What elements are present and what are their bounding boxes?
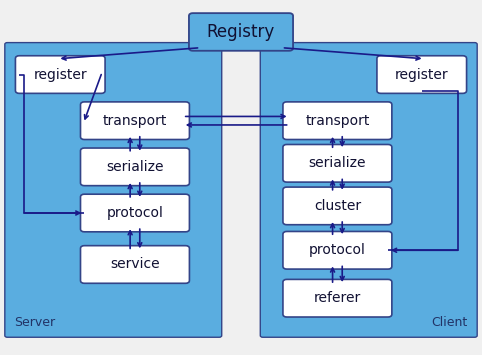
Text: Registry: Registry	[207, 23, 275, 41]
FancyBboxPatch shape	[5, 43, 222, 337]
FancyBboxPatch shape	[377, 56, 467, 93]
FancyBboxPatch shape	[283, 144, 392, 182]
FancyBboxPatch shape	[283, 102, 392, 140]
Text: serialize: serialize	[308, 156, 366, 170]
Text: service: service	[110, 257, 160, 272]
FancyBboxPatch shape	[283, 231, 392, 269]
Text: serialize: serialize	[106, 160, 164, 174]
FancyBboxPatch shape	[80, 148, 189, 186]
Text: Server: Server	[14, 316, 55, 329]
FancyBboxPatch shape	[283, 279, 392, 317]
Text: referer: referer	[314, 291, 361, 305]
FancyBboxPatch shape	[80, 102, 189, 140]
Text: register: register	[395, 67, 449, 82]
FancyBboxPatch shape	[260, 43, 477, 337]
Text: cluster: cluster	[314, 199, 361, 213]
Text: Client: Client	[431, 316, 468, 329]
Text: transport: transport	[305, 114, 370, 128]
FancyBboxPatch shape	[189, 13, 293, 51]
FancyBboxPatch shape	[80, 246, 189, 283]
FancyBboxPatch shape	[80, 194, 189, 232]
FancyBboxPatch shape	[15, 56, 105, 93]
Text: register: register	[33, 67, 87, 82]
Text: transport: transport	[103, 114, 167, 128]
Text: protocol: protocol	[309, 243, 366, 257]
FancyBboxPatch shape	[283, 187, 392, 225]
Text: protocol: protocol	[107, 206, 163, 220]
